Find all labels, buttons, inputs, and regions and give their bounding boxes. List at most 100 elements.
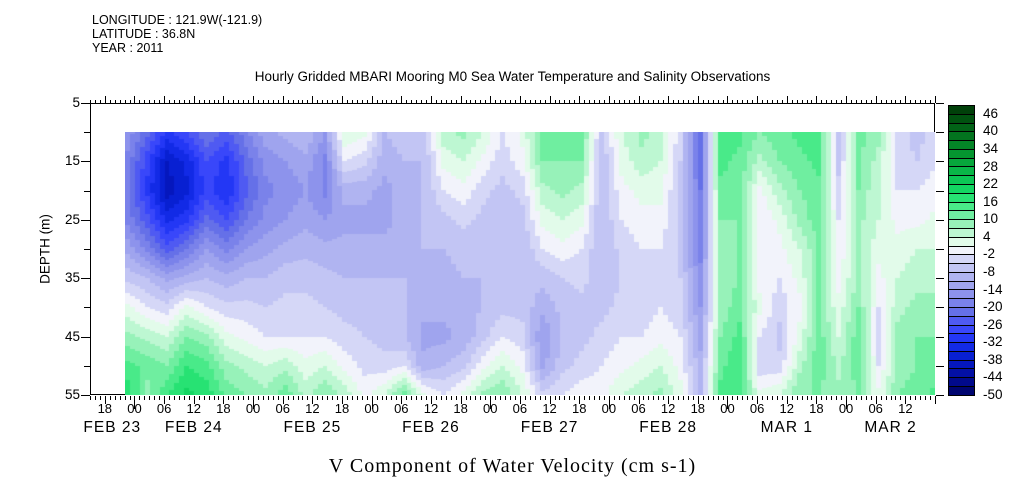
- x-tick: [376, 396, 378, 400]
- x-tick: [841, 396, 843, 400]
- x-tick: [381, 396, 383, 400]
- x-tick: [174, 396, 175, 400]
- x-tick: [717, 396, 719, 400]
- x-tick: [786, 396, 788, 404]
- y-tick-right: [936, 190, 944, 192]
- x-hour-label: 18: [453, 401, 468, 416]
- colorbar: [948, 105, 975, 396]
- x-hour-label: 12: [305, 401, 320, 416]
- x-tick-top: [307, 100, 309, 103]
- x-tick-top: [900, 100, 902, 103]
- colorbar-tick-label: 40: [983, 123, 999, 139]
- x-tick-top: [539, 100, 541, 103]
- x-tick-top: [796, 100, 798, 103]
- x-tick: [90, 396, 91, 400]
- x-tick-top: [302, 100, 304, 103]
- x-tick-top: [673, 100, 675, 103]
- colorbar-tick-label: 28: [983, 158, 999, 174]
- y-tick-left: [84, 190, 90, 192]
- x-tick-top: [920, 100, 922, 103]
- x-hour-label: 12: [186, 401, 201, 416]
- x-tick: [534, 396, 536, 400]
- x-tick-top: [381, 100, 383, 103]
- x-tick-top: [855, 100, 857, 103]
- colorbar-tick-label: -8: [983, 263, 996, 279]
- x-tick: [302, 396, 304, 400]
- x-tick-top: [549, 96, 551, 103]
- x-hour-label: 18: [97, 401, 113, 416]
- x-tick: [272, 396, 274, 400]
- colorbar-cell: [949, 377, 974, 386]
- colorbar-cell: [949, 236, 974, 246]
- x-tick: [287, 396, 289, 400]
- x-tick-top: [505, 100, 507, 103]
- x-tick: [253, 396, 255, 409]
- x-tick: [386, 396, 388, 400]
- x-tick-top: [594, 100, 596, 103]
- x-tick-top: [653, 100, 655, 103]
- x-tick-top: [495, 100, 497, 103]
- header-block: LONGITUDE : 121.9W(-121.9) LATITUDE : 36…: [92, 13, 262, 55]
- x-tick-top: [208, 100, 210, 103]
- x-tick: [514, 396, 516, 400]
- colorbar-cell: [949, 263, 974, 272]
- x-tick: [658, 396, 660, 400]
- x-tick: [673, 396, 675, 400]
- x-tick: [470, 396, 472, 400]
- x-tick-top: [99, 100, 101, 103]
- x-tick: [638, 396, 640, 404]
- x-tick: [510, 396, 512, 400]
- x-hour-label: 12: [660, 401, 676, 416]
- x-tick: [223, 396, 225, 404]
- x-tick: [846, 396, 848, 409]
- y-tick-left: [81, 278, 90, 280]
- x-tick: [920, 396, 922, 400]
- x-tick: [771, 396, 773, 400]
- x-tick: [144, 396, 146, 400]
- x-tick-top: [613, 100, 615, 103]
- x-tick-top: [164, 96, 166, 103]
- x-tick-top: [213, 100, 215, 103]
- x-hour-label: 00: [127, 401, 142, 416]
- y-tick-left: [84, 132, 90, 134]
- x-tick: [791, 396, 793, 400]
- colorbar-cell: [949, 192, 974, 202]
- x-tick-top: [786, 96, 788, 103]
- x-tick-top: [836, 100, 838, 103]
- x-tick-top: [198, 100, 200, 103]
- x-tick-top: [109, 100, 111, 103]
- x-hour-label: 18: [571, 401, 587, 416]
- x-tick-top: [480, 100, 482, 103]
- x-tick: [198, 396, 200, 400]
- x-tick-top: [737, 100, 739, 103]
- x-tick-top: [524, 100, 526, 103]
- x-tick-top: [895, 100, 897, 103]
- x-tick-top: [94, 100, 96, 103]
- x-tick: [697, 396, 699, 404]
- x-tick-top: [534, 100, 536, 103]
- x-tick-top: [841, 100, 843, 103]
- x-tick: [332, 396, 334, 400]
- x-tick: [391, 396, 393, 400]
- x-tick-top: [826, 100, 828, 103]
- x-tick-top: [218, 100, 220, 103]
- date-label: FEB 25: [283, 419, 342, 436]
- x-tick: [633, 396, 635, 400]
- x-hour-label: 18: [809, 401, 824, 416]
- x-tick: [816, 396, 818, 404]
- x-tick-top: [426, 100, 428, 103]
- x-tick-top: [258, 100, 259, 103]
- heatmap-canvas: [125, 132, 935, 395]
- x-tick-top: [144, 100, 146, 103]
- x-tick-top: [272, 100, 274, 103]
- x-tick: [762, 396, 764, 400]
- x-tick-top: [253, 96, 255, 103]
- x-tick: [544, 396, 546, 400]
- x-tick: [460, 396, 462, 404]
- colorbar-cell: [949, 122, 974, 132]
- x-tick: [603, 396, 605, 400]
- x-tick-top: [450, 100, 452, 103]
- x-hour-label: 06: [156, 401, 172, 416]
- x-tick: [327, 396, 329, 400]
- y-tick-right: [936, 365, 944, 367]
